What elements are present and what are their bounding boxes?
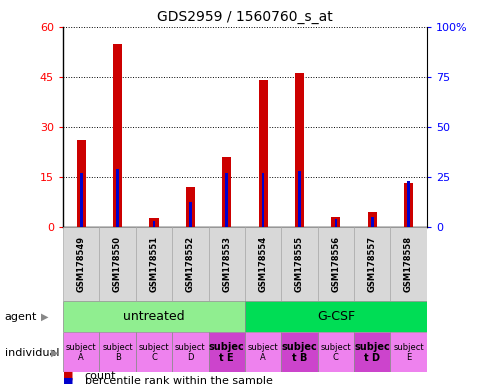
Bar (244, 227, 281, 301)
Text: subjec
t D: subjec t D (354, 341, 389, 363)
Text: G-CSF: G-CSF (316, 310, 354, 323)
Bar (370, 217, 373, 227)
Bar (331, 217, 340, 227)
Title: GDS2959 / 1560760_s_at: GDS2959 / 1560760_s_at (157, 10, 332, 25)
Bar (63, 227, 99, 301)
Bar (407, 180, 409, 227)
Text: ■: ■ (63, 376, 74, 384)
Text: untreated: untreated (123, 310, 184, 323)
Text: GSM178558: GSM178558 (403, 236, 412, 292)
Text: ■: ■ (63, 371, 74, 381)
Bar (258, 80, 267, 227)
Bar (390, 227, 426, 301)
Bar (244, 332, 281, 372)
Bar (172, 227, 208, 301)
Bar (225, 173, 227, 227)
Text: ▶: ▶ (51, 348, 58, 358)
Text: GSM178551: GSM178551 (149, 236, 158, 292)
Bar (390, 332, 426, 372)
Bar (76, 140, 86, 227)
Bar (136, 227, 172, 301)
Text: agent: agent (5, 312, 37, 322)
Bar (208, 332, 244, 372)
Bar (185, 187, 195, 227)
Text: subject
B: subject B (102, 343, 133, 362)
Bar (281, 332, 317, 372)
Bar (136, 332, 172, 372)
Bar (152, 220, 155, 227)
Text: GSM178553: GSM178553 (222, 236, 231, 292)
Text: subject
A: subject A (247, 343, 278, 362)
Text: subject
C: subject C (320, 343, 350, 362)
Bar (172, 332, 208, 372)
Bar (298, 170, 300, 227)
Bar (99, 227, 136, 301)
Bar (149, 218, 158, 227)
Bar (244, 301, 426, 332)
Bar (334, 218, 336, 227)
Text: GSM178550: GSM178550 (113, 236, 122, 292)
Text: GSM178556: GSM178556 (331, 236, 340, 292)
Bar (189, 202, 191, 227)
Text: GSM178554: GSM178554 (258, 236, 267, 292)
Bar (367, 212, 376, 227)
Text: subject
D: subject D (175, 343, 205, 362)
Text: GSM178552: GSM178552 (185, 236, 195, 292)
Text: subject
C: subject C (138, 343, 169, 362)
Bar (403, 183, 412, 227)
Bar (317, 227, 353, 301)
Text: GSM178557: GSM178557 (367, 236, 376, 292)
Bar (294, 73, 303, 227)
Bar (353, 332, 390, 372)
Bar (99, 332, 136, 372)
Bar (353, 227, 390, 301)
Text: subjec
t B: subjec t B (281, 341, 317, 363)
Text: GSM178555: GSM178555 (294, 236, 303, 292)
Bar (261, 173, 264, 227)
Text: subjec
t E: subjec t E (209, 341, 244, 363)
Bar (281, 227, 317, 301)
Bar (317, 332, 353, 372)
Bar (80, 173, 82, 227)
Text: count: count (85, 371, 116, 381)
Bar (116, 169, 119, 227)
Text: ▶: ▶ (41, 312, 48, 322)
Bar (63, 301, 244, 332)
Text: individual: individual (5, 348, 59, 358)
Text: percentile rank within the sample: percentile rank within the sample (85, 376, 272, 384)
Bar (222, 157, 231, 227)
Text: GSM178549: GSM178549 (76, 236, 86, 292)
Bar (208, 227, 244, 301)
Bar (63, 332, 99, 372)
Bar (113, 43, 122, 227)
Text: subject
A: subject A (66, 343, 96, 362)
Text: subject
E: subject E (393, 343, 423, 362)
